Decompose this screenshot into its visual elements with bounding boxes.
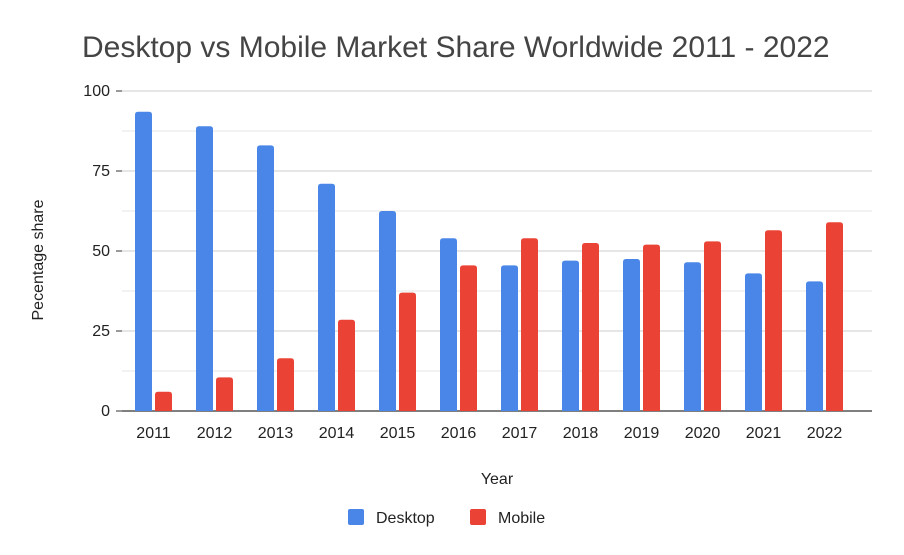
bar-desktop-2014 (318, 183, 335, 411)
x-tick-label: 2014 (319, 425, 355, 442)
bar-desktop-2018 (562, 260, 579, 411)
y-tick-label: 50 (92, 243, 110, 260)
bar-mobile-2020 (704, 241, 721, 411)
bar-mobile-2017 (521, 238, 538, 411)
bar-mobile-2019 (643, 244, 660, 411)
x-tick-label: 2020 (685, 425, 721, 442)
x-tick-label: 2017 (502, 425, 538, 442)
bar-mobile-2012 (216, 377, 233, 411)
x-tick-labels: 2011 2012 2013 2014 2015 2016 2017 2018 2019 2020… (136, 425, 842, 442)
legend-item-desktop: Desktop (348, 509, 435, 527)
bar-mobile-2015 (399, 292, 416, 411)
y-axis-title: Pecentage share (30, 199, 47, 320)
chart-title: Desktop vs Mobile Market Share Worldwide… (82, 31, 830, 64)
legend-swatch (470, 509, 486, 525)
bar-mobile-2013 (277, 358, 294, 411)
y-tick-label: 100 (83, 83, 110, 100)
bar-desktop-2016 (440, 238, 457, 411)
bar-desktop-2017 (501, 265, 518, 411)
x-tick-label: 2011 (136, 425, 171, 442)
bar-mobile-2014 (338, 319, 355, 411)
legend-item-mobile: Mobile (470, 509, 545, 527)
gridlines (122, 90, 872, 372)
y-tick-labels: 0 25 50 75 100 (83, 83, 110, 420)
x-axis-title: Year (481, 471, 514, 488)
bar-desktop-2015 (379, 211, 396, 411)
bar-mobile-2021 (765, 230, 782, 411)
bar-desktop-2019 (623, 259, 640, 411)
x-tick-label: 2018 (563, 425, 599, 442)
x-tick-label: 2015 (380, 425, 416, 442)
bar-desktop-2021 (745, 273, 762, 411)
bar-desktop-2013 (257, 145, 274, 411)
bar-desktop-2020 (684, 262, 701, 411)
bar-desktop-2011 (135, 111, 152, 412)
x-tick-label: 2022 (807, 425, 843, 442)
bar-mobile-2016 (460, 265, 477, 411)
x-tick-label: 2019 (624, 425, 660, 442)
x-tick-label: 2021 (746, 425, 782, 442)
legend-label: Desktop (376, 510, 435, 527)
bar-mobile-2022 (826, 222, 843, 411)
x-tick-label: 2012 (197, 425, 233, 442)
bar-desktop-2022 (806, 281, 823, 411)
legend-swatch (348, 509, 364, 525)
y-tick-label: 0 (101, 403, 110, 420)
x-tick-label: 2013 (258, 425, 294, 442)
bar-mobile-2018 (582, 243, 599, 411)
y-tick-label: 75 (92, 163, 110, 180)
y-tick-label: 25 (92, 323, 110, 340)
bars (135, 111, 843, 412)
bar-mobile-2011 (155, 391, 172, 411)
bar-desktop-2012 (196, 126, 213, 411)
legend: Desktop Mobile (348, 509, 545, 527)
x-tick-label: 2016 (441, 425, 477, 442)
legend-label: Mobile (498, 510, 545, 527)
